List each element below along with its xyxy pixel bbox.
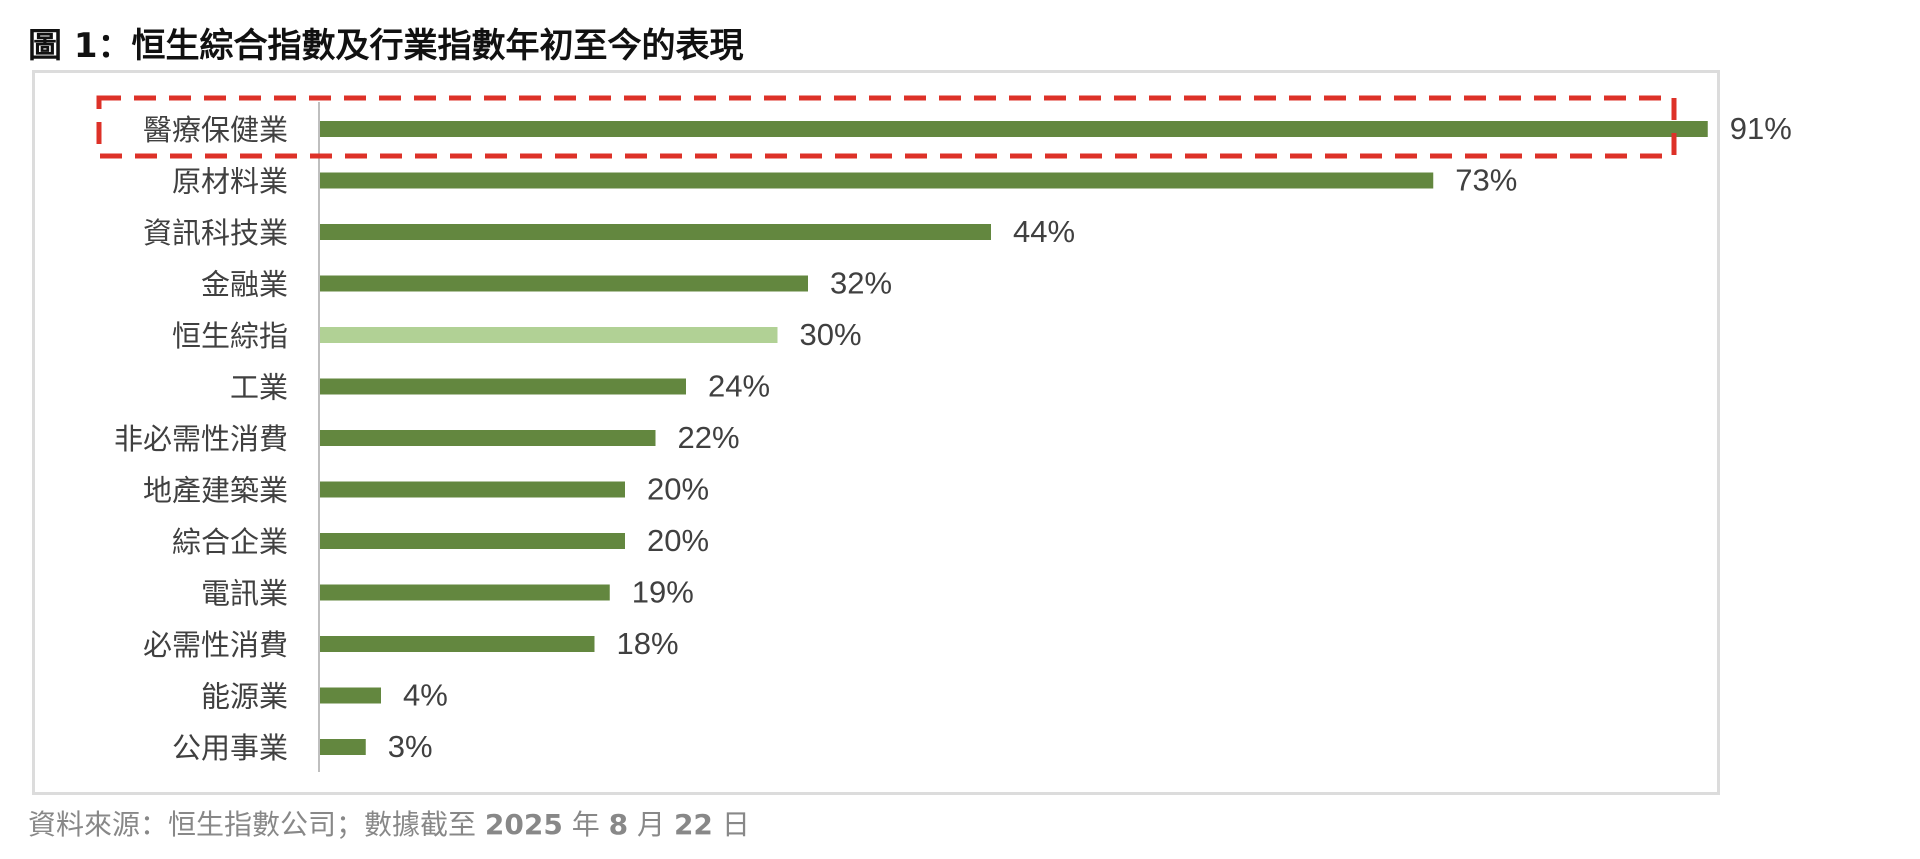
category-label-2: 資訊科技業 [143, 216, 288, 250]
category-label-3: 金融業 [201, 268, 288, 302]
value-label-5: 24% [708, 369, 770, 404]
value-label-1: 73% [1455, 163, 1517, 198]
bar-11 [320, 687, 381, 704]
value-labels-layer: 91% 73% 44% 32% 30% 24% 22% 20% 20% 19% 18% 4% 3% [388, 111, 1792, 764]
value-label-11: 4% [403, 678, 448, 713]
category-label-6: 非必需性消費 [114, 422, 288, 456]
bar-1 [320, 172, 1434, 189]
value-label-9: 19% [632, 575, 694, 610]
value-label-7: 20% [647, 472, 709, 507]
source-month-unit: 月 [628, 808, 674, 841]
source-note: 資料來源：恒生指數公司；數據截至 2025 年 8 月 22 日 [28, 803, 750, 843]
value-label-10: 18% [617, 626, 679, 661]
source-year-unit: 年 [562, 808, 609, 841]
highlight-box [96, 95, 1677, 159]
bar-10 [320, 636, 595, 652]
value-label-4: 30% [800, 317, 862, 352]
category-label-10: 必需性消費 [143, 628, 288, 662]
bar-7 [320, 481, 625, 498]
bar-2 [320, 224, 991, 240]
bar-0 [320, 121, 1708, 137]
source-year: 2025 [484, 808, 563, 841]
category-label-7: 地產建築業 [143, 474, 288, 508]
source-day: 22 [673, 808, 713, 841]
category-label-0: 醫療保健業 [143, 113, 288, 147]
value-label-8: 20% [647, 523, 709, 558]
category-label-4: 恒生綜指 [172, 319, 288, 353]
value-label-2: 44% [1013, 214, 1075, 249]
category-label-11: 能源業 [201, 680, 288, 714]
value-label-6: 22% [678, 420, 740, 455]
category-label-9: 電訊業 [201, 577, 288, 611]
bars-layer [320, 121, 1708, 755]
category-labels-layer: 醫療保健業原材料業資訊科技業金融業恒生綜指工業非必需性消費地產建築業綜合企業電訊… [114, 113, 288, 765]
source-month: 8 [608, 808, 629, 841]
category-label-12: 公用事業 [172, 731, 288, 765]
bar-5 [320, 378, 686, 395]
source-day-unit: 日 [712, 808, 750, 841]
figure-title: 圖 1：恒生綜合指數及行業指數年初至今的表現 [28, 26, 744, 66]
bar-4 [320, 327, 778, 343]
bar-6 [320, 430, 656, 446]
bar-9 [320, 584, 610, 601]
bar-8 [320, 533, 625, 549]
value-label-0: 91% [1730, 111, 1792, 146]
category-label-8: 綜合企業 [172, 525, 288, 559]
bar-12 [320, 739, 366, 755]
bar-3 [320, 275, 808, 292]
category-label-5: 工業 [230, 371, 288, 405]
source-prefix: 資料來源：恒生指數公司；數據截至 [28, 808, 485, 841]
value-label-12: 3% [388, 729, 433, 764]
value-label-3: 32% [830, 266, 892, 301]
category-label-1: 原材料業 [172, 165, 288, 199]
chart-frame [32, 70, 1720, 795]
